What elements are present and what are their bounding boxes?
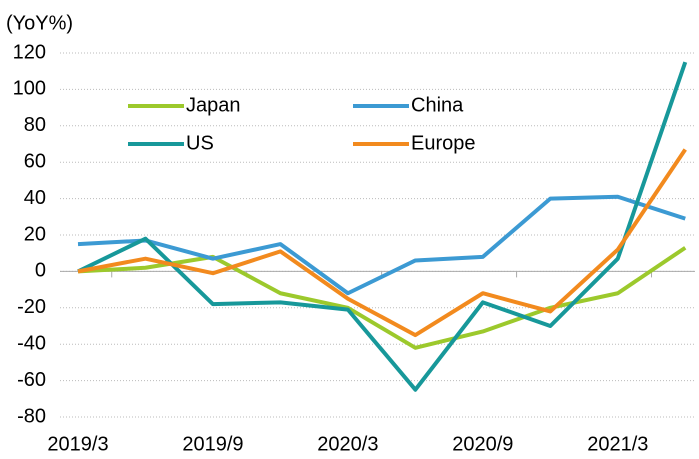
legend-label: US [186,132,214,154]
series-line [77,148,687,338]
y-tick-label: -80 [17,405,46,427]
legend-label: Japan [186,94,241,116]
y-tick-label: 0 [35,260,46,282]
y-tick-label: -60 [17,369,46,391]
y-tick-label: -20 [17,296,46,318]
x-tick-label: 2019/9 [182,433,243,455]
y-tick-label: 80 [24,114,46,136]
legend-label: Europe [411,132,476,154]
y-axis-label: (YoY%) [6,12,73,34]
x-tick-label: 2020/9 [452,433,513,455]
x-tick-label: 2020/3 [317,433,378,455]
y-tick-label: -40 [17,332,46,354]
series-line [77,61,688,392]
legend-label: China [411,94,464,116]
series-line [77,194,686,296]
x-tick-label: 2019/3 [47,433,108,455]
y-tick-label: 40 [24,187,46,209]
y-tick-label: 100 [13,78,46,100]
y-tick-label: 20 [24,223,46,245]
y-tick-label: 120 [13,41,46,63]
x-tick-label: 2021/3 [587,433,648,455]
series-line [77,246,687,350]
y-tick-label: 60 [24,150,46,172]
